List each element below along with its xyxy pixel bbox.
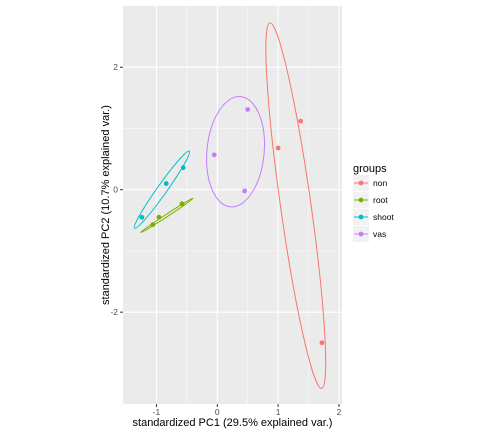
ellipse-root [140,197,194,234]
legend-label: shoot [373,212,394,222]
y-tick-label: 2 [113,62,118,72]
point-root [179,201,185,207]
ellipse-shoot [133,150,191,229]
x-tick-label: 2 [337,407,342,417]
legend-key-point [358,231,364,237]
point-non [275,145,281,151]
legend-key-point [358,197,364,203]
legend-label: non [373,178,387,188]
point-shoot [163,181,169,186]
legend-item-shoot: shoot [353,209,394,225]
point-shoot [180,165,186,171]
legend-key-point [358,214,364,220]
legend-key-point [358,180,364,186]
point-shoot [139,214,145,220]
legend-item-vas: vas [353,226,386,242]
confidence-ellipses [133,22,327,389]
legend: groups non root shoot vas [353,163,394,242]
x-tick-label: -1 [153,407,161,417]
ellipse-non [265,22,327,389]
x-tick-label: 1 [276,407,281,417]
ellipse-vas [206,96,265,208]
minor-gridlines [123,6,342,404]
y-axis-title: standardized PC2 (10.7% explained var.) [100,105,112,305]
legend-label: root [373,195,388,205]
legend-item-non: non [353,175,387,191]
x-axis-title: standardized PC1 (29.5% explained var.) [133,417,333,429]
y-axis: -2 0 2 [110,62,123,317]
plot-panel [123,6,342,404]
point-non [298,118,304,124]
data-points [139,107,325,346]
y-tick-label: 0 [113,185,118,195]
legend-item-root: root [353,192,388,208]
point-vas [211,152,217,158]
point-non [319,340,325,346]
point-vas [242,188,248,194]
y-tick-label: -2 [110,307,118,317]
legend-title: groups [353,163,387,175]
point-root [150,222,156,227]
point-root [156,214,162,220]
legend-label: vas [373,229,386,239]
x-axis: -1 0 1 2 [153,404,342,417]
x-tick-label: 0 [215,407,220,417]
point-vas [245,107,251,112]
